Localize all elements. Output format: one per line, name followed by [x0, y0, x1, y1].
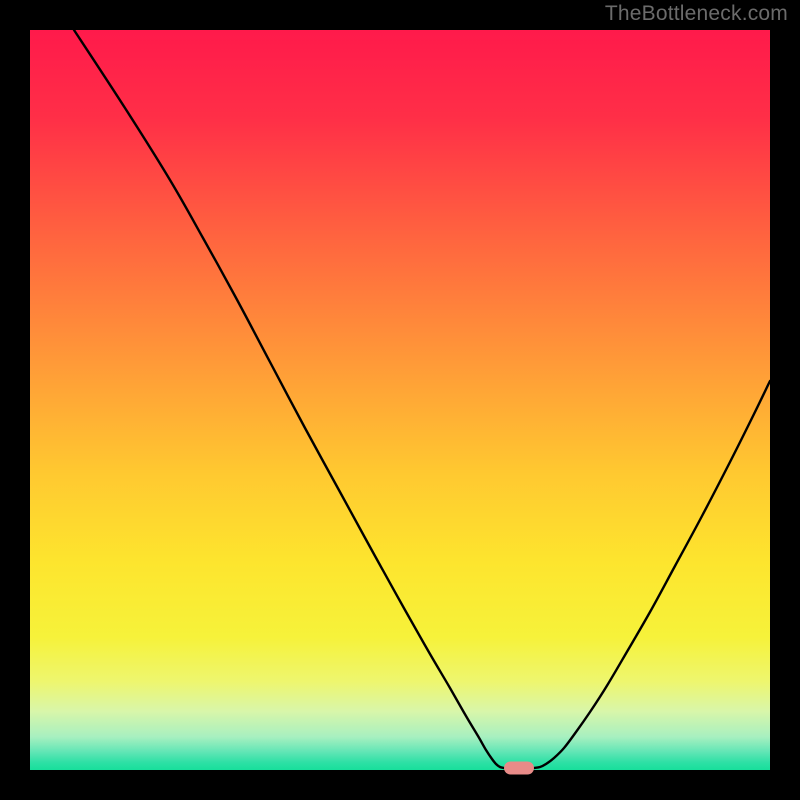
optimal-marker: [504, 762, 534, 775]
bottleneck-chart: [0, 0, 800, 800]
chart-plot-background: [30, 30, 770, 770]
watermark-text: TheBottleneck.com: [605, 2, 788, 26]
